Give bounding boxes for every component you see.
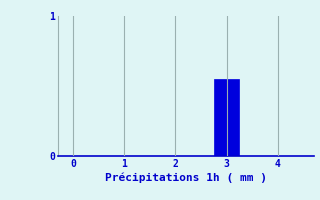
X-axis label: Précipitations 1h ( mm ): Précipitations 1h ( mm ) — [105, 173, 267, 183]
Bar — [214, 79, 239, 156]
